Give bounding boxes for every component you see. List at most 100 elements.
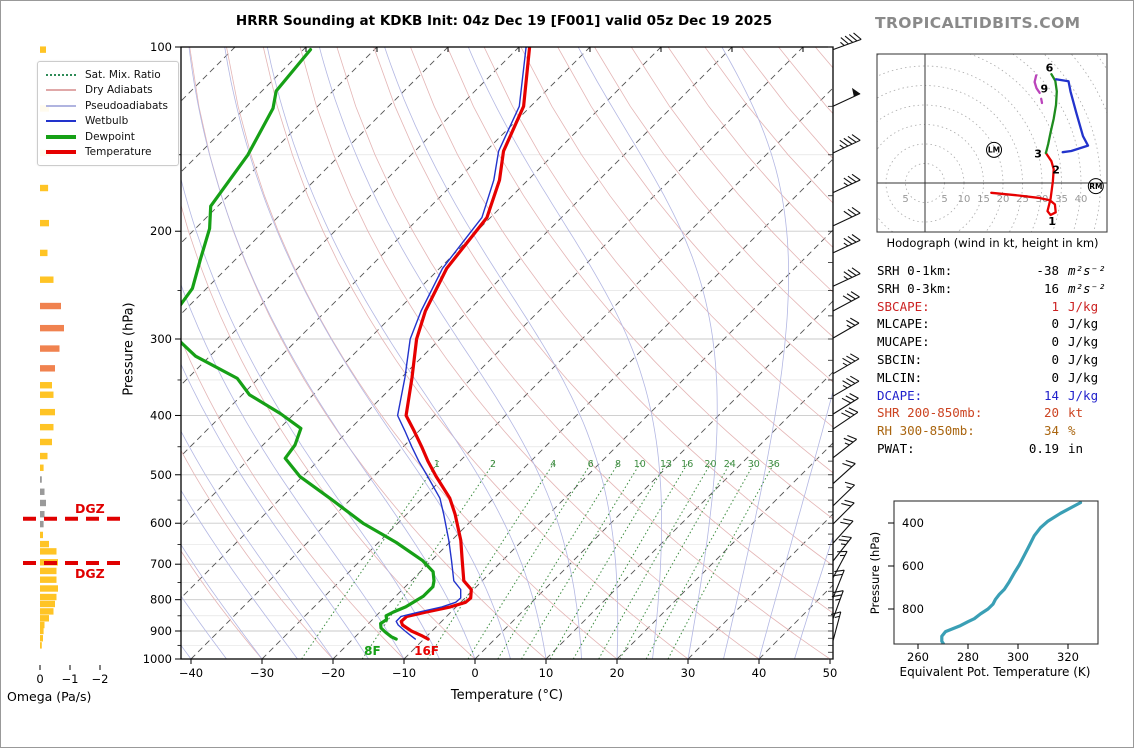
stat-unit: J/kg xyxy=(1068,316,1099,332)
stat-val: 0 xyxy=(1051,369,1059,385)
svg-text:500: 500 xyxy=(150,468,172,482)
svg-text:LM: LM xyxy=(988,146,1000,155)
legend-item-label: Pseudoadiabats xyxy=(85,99,168,112)
svg-text:300: 300 xyxy=(150,332,172,346)
svg-text:24: 24 xyxy=(724,459,736,470)
thetae-x-axis-label: Equivalent Pot. Temperature (K) xyxy=(899,665,1091,679)
svg-text:36: 36 xyxy=(768,459,780,470)
svg-text:8F: 8F xyxy=(364,644,381,658)
legend-item-label: Dry Adiabats xyxy=(85,84,153,97)
svg-text:4: 4 xyxy=(550,459,556,470)
stat-val: 16 xyxy=(1043,280,1059,296)
legend-item-label: Wetbulb xyxy=(85,115,129,128)
svg-text:15: 15 xyxy=(977,194,990,205)
stat-lbl: MLCIN: xyxy=(877,369,923,385)
svg-text:DGZ: DGZ xyxy=(75,566,105,581)
legend-swatch-temperature xyxy=(46,150,76,155)
svg-text:30: 30 xyxy=(748,459,760,470)
svg-text:25: 25 xyxy=(1016,194,1029,205)
svg-text:6: 6 xyxy=(588,459,594,470)
svg-text:2: 2 xyxy=(1052,164,1060,177)
stat-row: SRH 0-1km: -38 m²s⁻² xyxy=(877,263,1115,281)
stat-val: -38 xyxy=(1036,263,1059,278)
svg-text:5: 5 xyxy=(902,194,908,205)
svg-text:5: 5 xyxy=(941,194,947,205)
stat-lbl: DCAPE: xyxy=(877,387,923,403)
legend-swatch-sat-mix-ratio xyxy=(46,73,76,76)
stats-panel: SRH 0-1km: -38 m²s⁻² SRH 0-3km: 16 m²s⁻² SBCAP… xyxy=(877,263,1115,459)
thetae-frame: 260 280 300 320 400 600 800 xyxy=(888,500,1099,664)
stat-val: 34 xyxy=(1043,423,1059,439)
thetae-y-axis-label: Pressure (hPa) xyxy=(868,531,882,615)
hodograph-frame xyxy=(876,53,1108,233)
dgz-markers: DGZ DGZ xyxy=(23,501,121,581)
stat-val: 1 xyxy=(1051,298,1059,314)
stat-row: SBCIN: 0 J/kg xyxy=(877,352,1115,370)
svg-text:−20: −20 xyxy=(321,666,345,680)
svg-text:200: 200 xyxy=(150,224,172,238)
svg-text:30: 30 xyxy=(681,666,696,680)
svg-text:800: 800 xyxy=(902,602,924,616)
stat-row: MLCAPE: 0 J/kg xyxy=(877,316,1115,334)
legend-item-label: Sat. Mix. Ratio xyxy=(85,68,161,81)
stat-lbl: PWAT: xyxy=(877,440,915,456)
svg-text:280: 280 xyxy=(957,650,979,664)
svg-text:0: 0 xyxy=(471,666,478,680)
stat-val: 0 xyxy=(1051,334,1059,350)
stat-val: 0 xyxy=(1051,316,1059,332)
skewt-y-axis-label: Pressure (hPa) xyxy=(121,302,137,396)
legend-item-label: Dewpoint xyxy=(85,130,135,143)
stat-lbl: MLCAPE: xyxy=(877,316,930,332)
legend-item: Wetbulb xyxy=(46,114,168,130)
stat-unit: % xyxy=(1068,423,1076,439)
legend-swatch-pseudoadiabats xyxy=(46,104,76,107)
stat-row: MUCAPE: 0 J/kg xyxy=(877,334,1115,352)
mixing-ratio-labels: 1 2 4 6 8 10 13 16 20 24 30 36 xyxy=(434,459,780,470)
stat-unit: in xyxy=(1068,440,1084,456)
stat-lbl: RH 300-850mb: xyxy=(877,423,975,439)
site-logo[interactable]: TROPICALTIDBITS.COM xyxy=(875,14,1081,32)
svg-text:700: 700 xyxy=(150,557,172,571)
mixing-ratio-lines xyxy=(301,460,776,659)
svg-text:6: 6 xyxy=(1046,62,1054,75)
legend-item-label: Temperature xyxy=(85,146,152,159)
stat-val: 14 xyxy=(1043,387,1059,403)
stat-row: RH 300-850mb: 34% xyxy=(877,423,1115,441)
stat-lbl: SRH 0-1km: xyxy=(877,263,953,278)
svg-text:20: 20 xyxy=(610,666,625,680)
legend-item: Dewpoint xyxy=(46,129,168,145)
svg-text:900: 900 xyxy=(150,624,172,638)
svg-text:400: 400 xyxy=(902,516,924,530)
svg-text:40: 40 xyxy=(1075,194,1088,205)
svg-text:600: 600 xyxy=(902,559,924,573)
stat-val: 0.19 xyxy=(1028,440,1059,456)
surface-value-labels: 8F 16F xyxy=(364,644,439,658)
svg-text:50: 50 xyxy=(823,666,838,680)
svg-text:−10: −10 xyxy=(392,666,416,680)
page-title: HRRR Sounding at KDKB Init: 04z Dec 19 [… xyxy=(235,13,773,29)
stat-row: DCAPE: 14 J/kg xyxy=(877,388,1115,406)
stat-unit: J/kg xyxy=(1068,351,1099,367)
legend-swatch-dry-adiabats xyxy=(46,89,76,92)
svg-text:400: 400 xyxy=(150,408,172,422)
legend-item: Dry Adiabats xyxy=(46,83,168,99)
svg-text:13: 13 xyxy=(660,459,672,470)
svg-text:600: 600 xyxy=(150,516,172,530)
stat-lbl: SRH 0-3km: xyxy=(877,280,953,296)
legend-item: Temperature xyxy=(46,145,168,161)
sounding-profiles xyxy=(181,47,532,641)
stat-unit it: m²s⁻² xyxy=(1068,280,1106,296)
pressure-gridlines xyxy=(181,46,833,660)
legend-swatch-wetbulb xyxy=(46,120,76,123)
stat-unit: J/kg xyxy=(1068,334,1099,350)
svg-text:−30: −30 xyxy=(250,666,274,680)
stat-row: SBCAPE: 1 J/kg xyxy=(877,299,1115,317)
legend-swatch-dewpoint xyxy=(46,134,76,139)
svg-text:100: 100 xyxy=(150,40,172,54)
svg-text:20: 20 xyxy=(997,194,1010,205)
hodograph-caption: Hodograph (wind in kt, height in km) xyxy=(886,236,1099,250)
stat-lbl: SBCIN: xyxy=(877,351,923,367)
svg-text:1000: 1000 xyxy=(143,652,172,666)
stat-row: MLCIN: 0 J/kg xyxy=(877,370,1115,388)
stat-row: SRH 0-3km: 16 m²s⁻² xyxy=(877,281,1115,299)
